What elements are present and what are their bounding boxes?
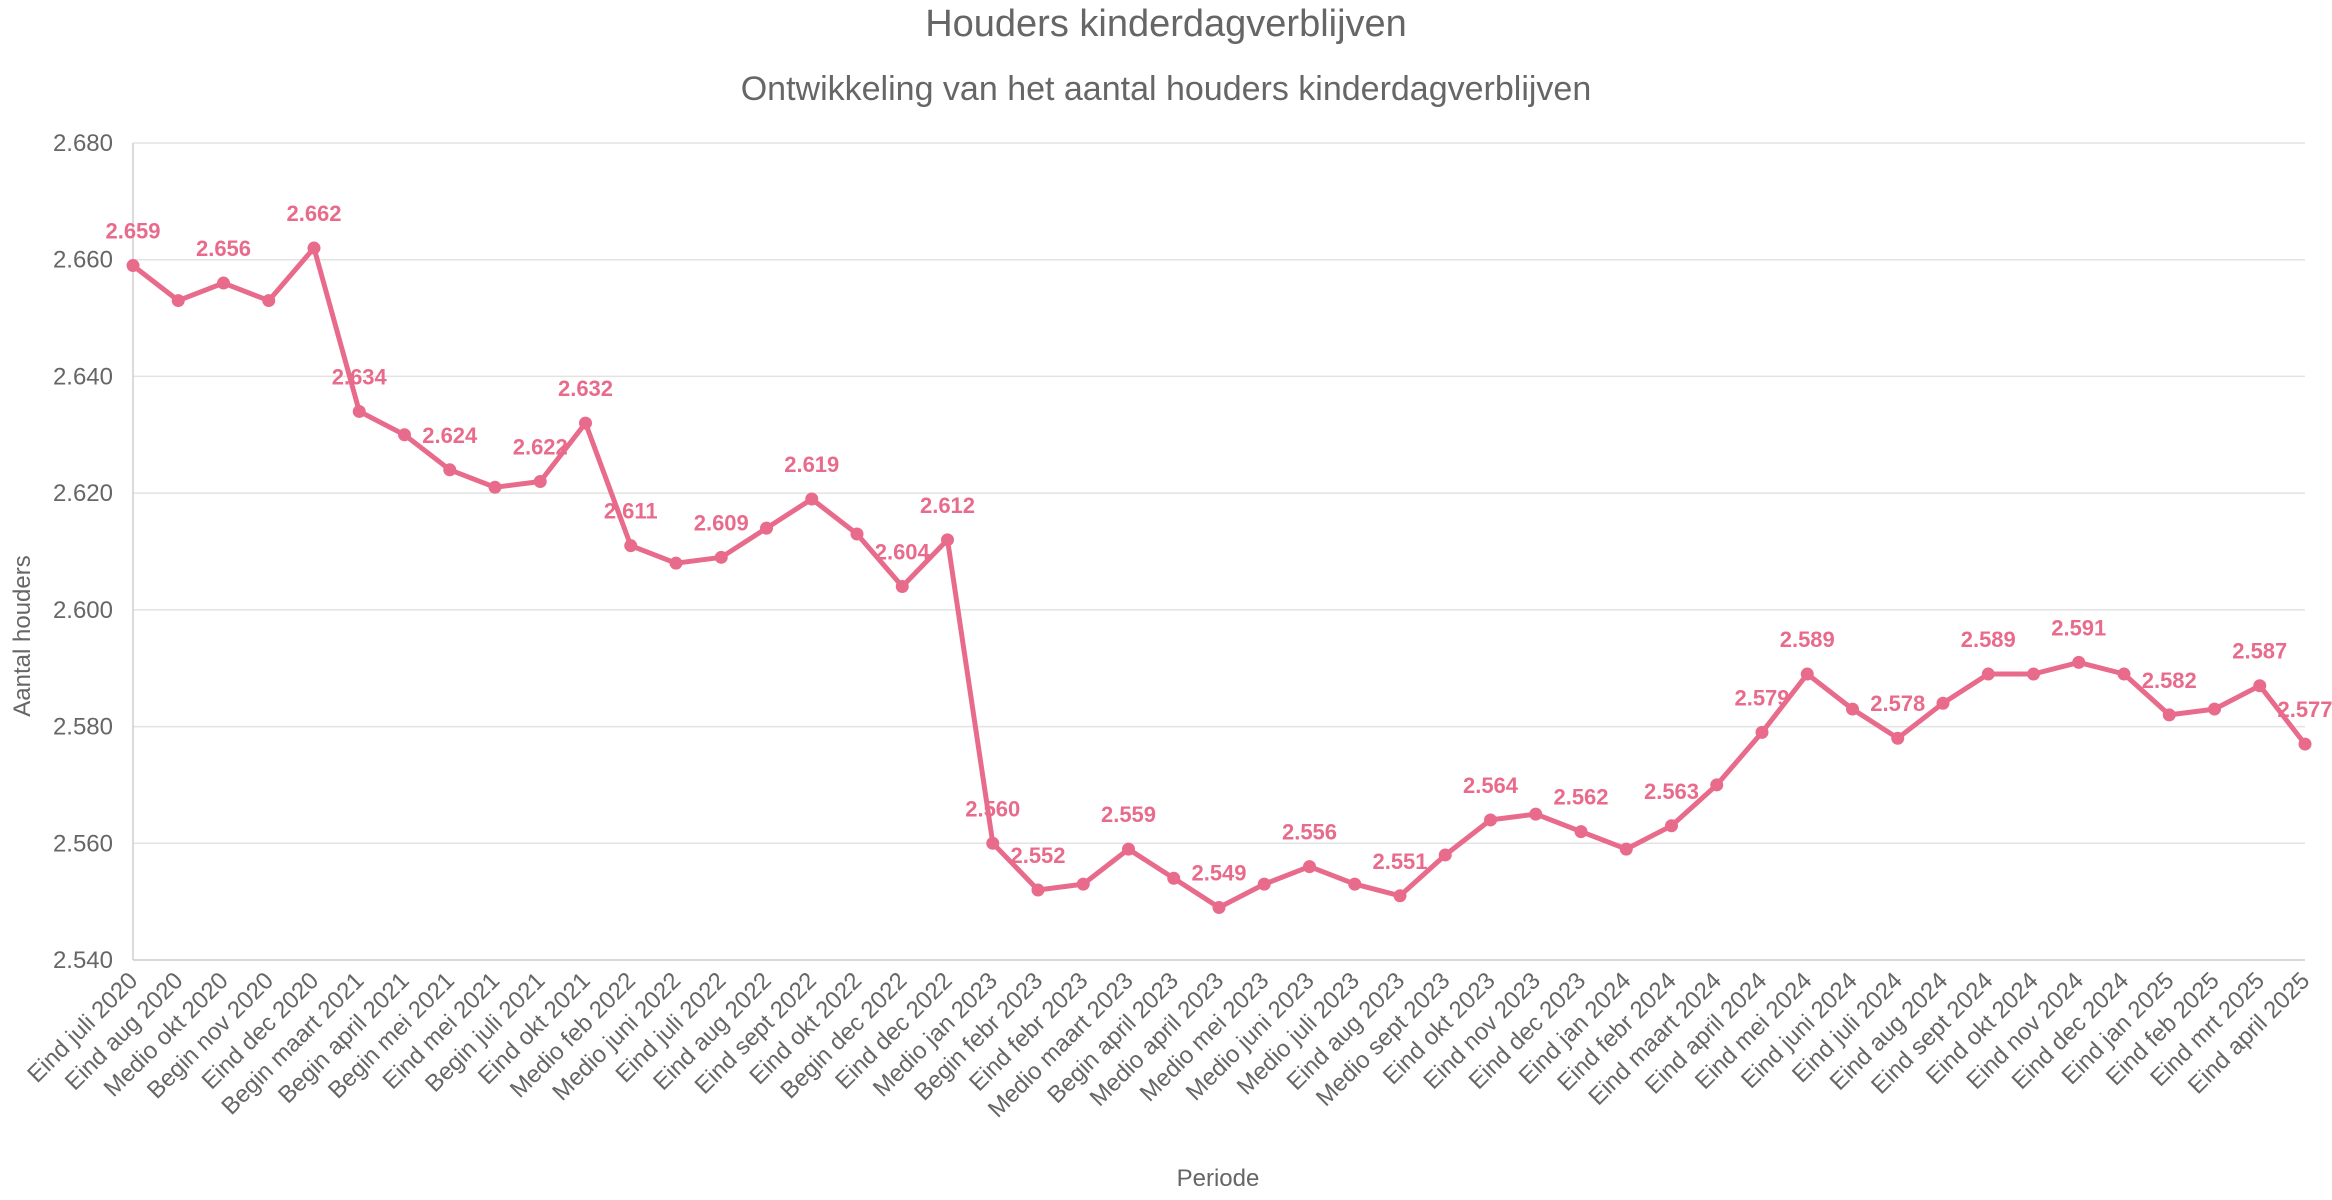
data-label: 2.609 [694, 510, 749, 535]
data-labels: 2.659 2.656 2.662 2.634 2.624 2.622 2.632 2.611… [105, 201, 2332, 885]
data-point [398, 428, 411, 442]
data-point [2208, 702, 2221, 716]
data-label: 2.612 [920, 493, 975, 518]
data-point [1303, 860, 1316, 874]
y-tick-label: 2.620 [53, 480, 113, 507]
data-label: 2.552 [1010, 843, 1065, 868]
chart-subtitle: Ontwikkeling van het aantal houders kind… [741, 70, 1592, 108]
data-label: 2.578 [1870, 691, 1925, 716]
data-point [624, 539, 638, 553]
data-point [171, 294, 185, 308]
data-point [1212, 900, 1226, 914]
data-point [2298, 737, 2312, 751]
series-line-path [130, 245, 2308, 910]
data-point [1257, 877, 1271, 891]
data-label: 2.634 [332, 364, 388, 389]
y-axis-title: Aantal houders [9, 555, 36, 716]
data-point [1981, 667, 1995, 681]
data-label: 2.632 [558, 376, 613, 401]
data-point [1076, 877, 1090, 891]
data-label: 2.562 [1553, 785, 1608, 810]
data-point [217, 276, 230, 290]
data-point [2162, 708, 2176, 722]
data-point [1665, 819, 1678, 833]
data-point [2072, 655, 2086, 669]
data-label: 2.604 [875, 540, 931, 565]
data-point [1755, 725, 1769, 739]
data-label: 2.622 [513, 434, 568, 459]
y-tick-label: 2.640 [53, 363, 113, 390]
data-point [488, 480, 502, 494]
chart-title: Houders kinderdagverblijven [925, 3, 1407, 45]
y-tick-label: 2.560 [53, 830, 113, 857]
data-point [760, 521, 773, 535]
y-tick-label: 2.580 [53, 714, 113, 741]
data-label: 2.624 [422, 423, 478, 448]
data-point [262, 294, 276, 308]
y-axis-ticks: 2.540 2.560 2.580 2.600 2.620 2.640 2.660 2.680 [53, 130, 113, 974]
gridlines [132, 142, 2305, 961]
data-label: 2.559 [1101, 802, 1156, 827]
data-label: 2.577 [2277, 697, 2332, 722]
data-label: 2.564 [1463, 773, 1519, 798]
data-label: 2.611 [604, 499, 658, 524]
data-point [2117, 667, 2131, 681]
data-point [850, 527, 864, 541]
data-point [1393, 889, 1407, 903]
data-point [1846, 702, 1859, 716]
y-tick-label: 2.600 [53, 597, 113, 624]
data-point [1574, 825, 1588, 839]
series-line [130, 245, 2308, 910]
data-point [986, 836, 1000, 850]
data-point [1936, 696, 1950, 710]
data-point [669, 556, 683, 570]
data-label: 2.549 [1191, 860, 1246, 885]
x-axis-title: Periode [1177, 1165, 1260, 1192]
data-point [307, 241, 321, 255]
data-label: 2.563 [1644, 779, 1699, 804]
data-label: 2.551 [1372, 849, 1427, 874]
data-point [352, 404, 366, 418]
y-tick-label: 2.540 [53, 947, 113, 974]
data-label: 2.619 [784, 452, 839, 477]
data-point [1800, 667, 1814, 681]
data-label: 2.662 [286, 201, 341, 226]
data-point [1122, 842, 1135, 856]
data-point [1348, 877, 1362, 891]
data-point [941, 533, 954, 547]
data-point [1438, 848, 1452, 862]
data-label: 2.579 [1734, 685, 1789, 710]
y-tick-label: 2.680 [53, 130, 113, 157]
data-point [579, 416, 592, 430]
data-point [1484, 813, 1497, 827]
data-point [2027, 667, 2040, 681]
data-label: 2.587 [2232, 639, 2287, 664]
data-point [2253, 679, 2267, 693]
data-label: 2.582 [2142, 668, 2197, 693]
data-point [1710, 778, 1724, 792]
data-point [805, 492, 819, 506]
data-label: 2.589 [1961, 627, 2016, 652]
data-point [1529, 807, 1543, 821]
data-point [714, 550, 728, 564]
data-point [443, 463, 457, 477]
data-point [533, 474, 547, 488]
data-point [1167, 871, 1181, 885]
data-point [1031, 883, 1045, 897]
data-label: 2.656 [196, 236, 251, 261]
data-point [1619, 842, 1633, 856]
data-label: 2.556 [1282, 820, 1337, 845]
data-point [895, 580, 909, 594]
y-tick-label: 2.660 [53, 247, 113, 274]
data-points [126, 241, 2312, 914]
data-label: 2.659 [105, 219, 160, 244]
data-point [1891, 731, 1905, 745]
data-label: 2.589 [1780, 627, 1835, 652]
data-point [126, 259, 140, 273]
data-label: 2.591 [2051, 615, 2106, 640]
data-label: 2.560 [965, 796, 1020, 821]
